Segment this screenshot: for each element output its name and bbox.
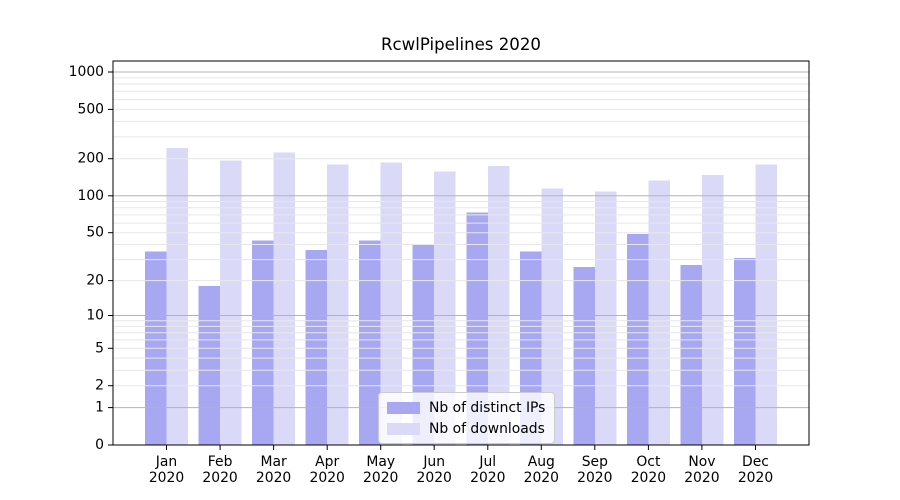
x-tick-label-nov-year: 2020: [684, 470, 719, 486]
y-tick-label-200: 200: [77, 151, 104, 167]
y-tick-label-0: 0: [95, 437, 104, 453]
bar-nb-of-downloads-may: [380, 162, 403, 445]
x-tick-label-jun-month: Jun: [422, 454, 445, 470]
x-tick-label-aug-year: 2020: [524, 470, 559, 486]
bar-nb-of-downloads-mar: [273, 152, 296, 445]
y-tick-label-20: 20: [86, 273, 104, 289]
x-tick-label-mar-month: Mar: [260, 454, 286, 470]
y-tick-label-500: 500: [77, 101, 104, 117]
x-tick-label-sep-year: 2020: [577, 470, 612, 486]
x-tick-label-oct-year: 2020: [631, 470, 666, 486]
x-tick-label-dec-month: Dec: [742, 454, 769, 470]
legend-swatch-distinct-ips-icon: [387, 401, 420, 414]
plot-frame: [112, 60, 810, 446]
bar-nb-of-downloads-nov: [701, 174, 724, 446]
x-tick-label-sep-month: Sep: [582, 454, 608, 470]
bar-nb-of-downloads-apr: [327, 164, 349, 446]
x-tick-label-dec-year: 2020: [738, 470, 773, 486]
y-tick-label-2: 2: [95, 378, 104, 394]
x-tick-label-feb-year: 2020: [202, 470, 237, 486]
x-tick-label-jul-month: Jul: [478, 454, 496, 470]
bar-nb-of-downloads-dec: [755, 164, 777, 445]
bar-nb-of-distinct-ips-jul: [466, 212, 488, 445]
x-tick-label-aug-month: Aug: [528, 454, 555, 470]
bar-nb-of-distinct-ips-dec: [734, 257, 756, 445]
bar-nb-of-downloads-jan: [166, 147, 188, 446]
x-tick-label-mar-year: 2020: [256, 470, 291, 486]
bar-nb-of-distinct-ips-may: [359, 240, 381, 445]
x-tick-label-apr-month: Apr: [315, 454, 339, 470]
bar-nb-of-downloads-oct: [648, 180, 670, 445]
bar-nb-of-downloads-sep: [594, 191, 617, 445]
bar-nb-of-downloads-aug: [541, 188, 563, 445]
x-tick-label-nov-month: Nov: [688, 454, 715, 470]
x-tick-label-jun-year: 2020: [417, 470, 452, 486]
bar-nb-of-downloads-jul: [487, 165, 510, 445]
legend: Nb of distinct IPs Nb of downloads: [378, 392, 556, 444]
x-tick-label-jan-month: Jan: [155, 454, 177, 470]
y-tick-label-50: 50: [86, 225, 104, 241]
bar-nb-of-downloads-jun: [434, 171, 456, 446]
bar-nb-of-distinct-ips-apr: [305, 250, 328, 445]
x-tick-label-oct-month: Oct: [636, 454, 661, 470]
x-tick-label-feb-month: Feb: [208, 454, 233, 470]
legend-item-downloads: Nb of downloads: [387, 418, 545, 439]
legend-item-distinct-ips: Nb of distinct IPs: [387, 397, 545, 418]
y-tick-label-1000: 1000: [69, 64, 104, 80]
bar-nb-of-distinct-ips-nov: [680, 265, 702, 445]
y-tick-label-100: 100: [77, 188, 104, 204]
x-tick-label-jan-year: 2020: [149, 470, 184, 486]
x-tick-label-jul-year: 2020: [470, 470, 505, 486]
bar-nb-of-distinct-ips-feb: [198, 286, 221, 445]
y-tick-label-1: 1: [95, 400, 104, 416]
legend-label-downloads: Nb of downloads: [429, 420, 545, 437]
x-tick-label-may-year: 2020: [363, 470, 398, 486]
x-tick-label-apr-year: 2020: [310, 470, 345, 486]
y-tick-label-10: 10: [86, 308, 104, 324]
chart-title: RcwlPipelines 2020: [381, 35, 541, 54]
y-tick-label-5: 5: [95, 340, 104, 356]
legend-swatch-downloads-icon: [387, 422, 420, 435]
bar-nb-of-downloads-feb: [220, 160, 242, 445]
bar-nb-of-distinct-ips-sep: [573, 267, 595, 445]
x-tick-label-may-month: May: [366, 454, 395, 470]
bar-nb-of-distinct-ips-mar: [252, 240, 274, 445]
legend-label-distinct-ips: Nb of distinct IPs: [429, 399, 546, 416]
